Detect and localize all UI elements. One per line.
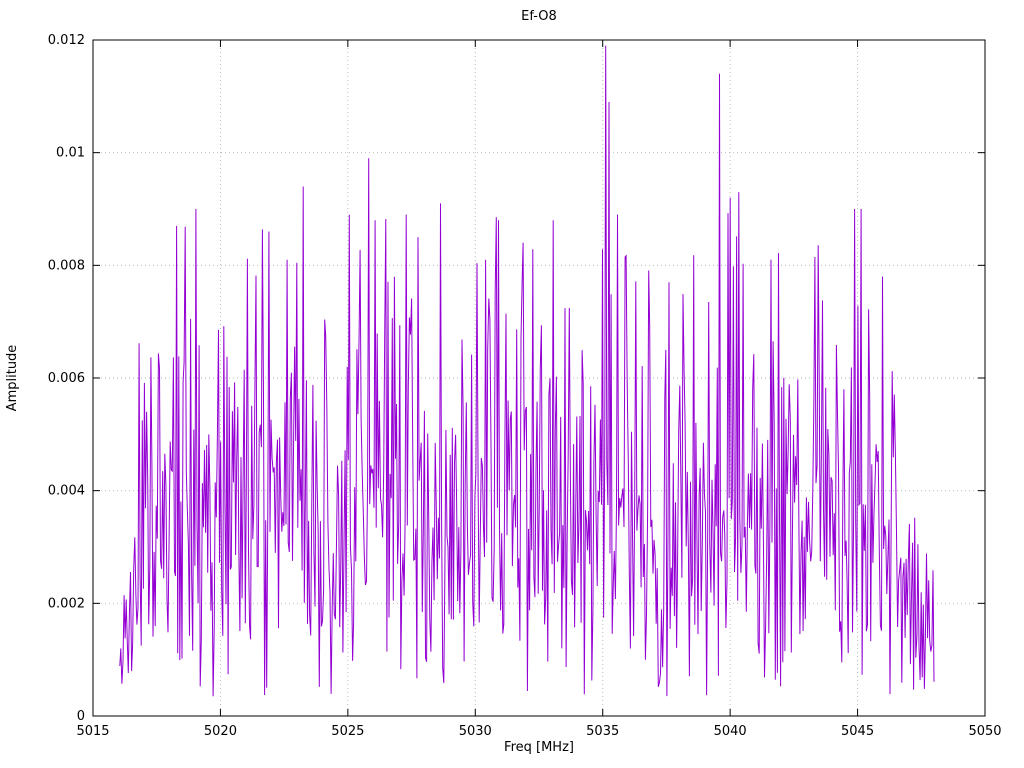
chart-title: Ef-O8 bbox=[521, 9, 557, 24]
y-tick-label: 0.01 bbox=[56, 146, 85, 161]
y-tick-labels: 0 0.002 0.004 0.006 0.008 0.01 0.012 bbox=[48, 33, 85, 724]
y-tick-label: 0 bbox=[77, 709, 85, 724]
x-tick-labels: 5015 5020 5025 5030 5035 5040 5045 5050 bbox=[76, 724, 1001, 739]
x-tick-label: 5045 bbox=[841, 724, 874, 739]
x-tick-label: 5050 bbox=[968, 724, 1001, 739]
x-axis-label: Freq [MHz] bbox=[504, 740, 574, 755]
x-tick-label: 5040 bbox=[714, 724, 747, 739]
x-tick-label: 5035 bbox=[586, 724, 619, 739]
y-tick-label: 0.004 bbox=[48, 484, 85, 499]
y-tick-label: 0.002 bbox=[48, 596, 85, 611]
x-tick-label: 5020 bbox=[204, 724, 237, 739]
tick-layer bbox=[92, 39, 986, 717]
x-tick-label: 5015 bbox=[76, 724, 109, 739]
x-tick-label: 5030 bbox=[459, 724, 492, 739]
y-tick-label: 0.006 bbox=[48, 371, 85, 386]
x-tick-label: 5025 bbox=[331, 724, 364, 739]
y-tick-label: 0.012 bbox=[48, 33, 85, 48]
y-axis-label: Amplitude bbox=[5, 345, 20, 412]
y-tick-label: 0.008 bbox=[48, 258, 85, 273]
series-line bbox=[119, 45, 935, 697]
